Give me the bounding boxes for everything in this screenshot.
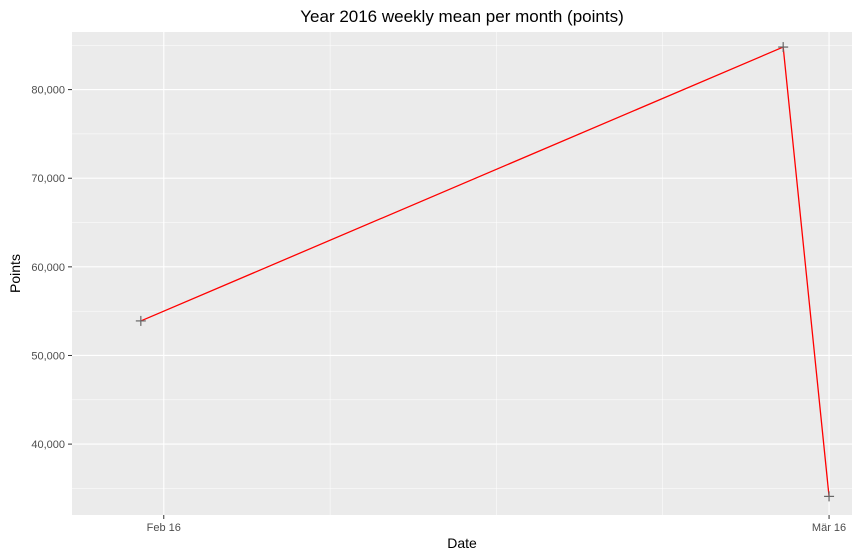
y-tick-labels: 40,000 50,000 60,000 70,000 80,000 <box>31 85 65 451</box>
y-tick-label: 50,000 <box>31 350 65 362</box>
x-axis-label: Date <box>447 535 477 551</box>
y-tick-label: 80,000 <box>31 85 65 97</box>
axis-ticks <box>68 89 830 519</box>
series-layer <box>135 42 835 502</box>
x-tick-labels: Feb 16 Mär 16 <box>147 522 847 534</box>
x-tick-label: Mär 16 <box>812 522 846 534</box>
y-axis-label: Points <box>7 254 23 293</box>
y-tick-label: 60,000 <box>31 262 65 274</box>
chart-title: Year 2016 weekly mean per month (points) <box>300 7 624 26</box>
y-tick-label: 40,000 <box>31 439 65 451</box>
x-tick-label: Feb 16 <box>147 522 181 534</box>
data-point <box>778 42 789 53</box>
y-tick-label: 70,000 <box>31 173 65 185</box>
data-point <box>824 491 835 502</box>
grid-major <box>72 32 852 515</box>
grid-minor <box>72 32 852 515</box>
plot-panel <box>72 32 852 515</box>
data-point <box>135 315 146 326</box>
